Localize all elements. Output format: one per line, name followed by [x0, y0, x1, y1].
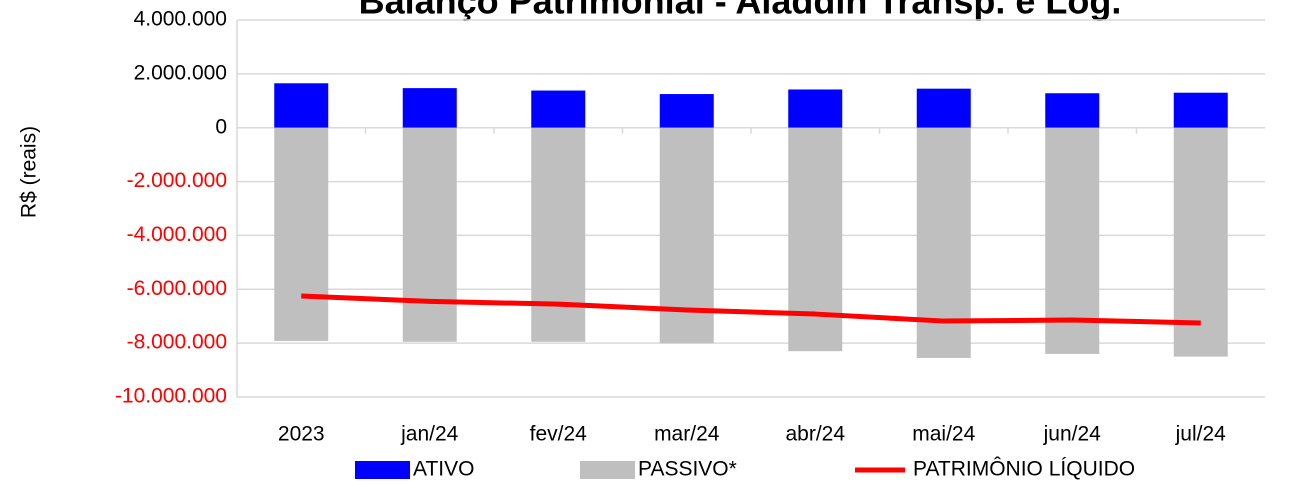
bar — [1045, 127, 1100, 354]
x-tick-label: jul/24 — [1175, 423, 1227, 446]
y-tick-label: -2.000.000 — [127, 169, 227, 192]
bar — [402, 127, 457, 342]
bar — [1173, 127, 1228, 357]
y-tick-label: -8.000.000 — [127, 331, 227, 354]
y-tick-label: -10.000.000 — [115, 385, 227, 408]
legend-swatch — [580, 461, 635, 479]
legend-swatch — [355, 461, 410, 479]
bar — [402, 88, 457, 128]
chart-title: Balanço Patrimonial - Aladdin Transp. e … — [359, 0, 1122, 22]
bar — [916, 88, 971, 128]
line — [301, 293, 1201, 326]
y-tick-label: 2.000.000 — [134, 61, 227, 84]
bar — [788, 89, 843, 128]
x-tick-label: abr/24 — [785, 423, 845, 446]
x-tick-label: mai/24 — [912, 423, 975, 446]
y-tick-label: 0 — [215, 115, 227, 138]
y-tick-label: -4.000.000 — [127, 223, 227, 246]
y-tick-label: 4.000.000 — [134, 8, 227, 31]
y-axis-label: R$ (reais) — [18, 126, 41, 218]
bar — [531, 127, 586, 342]
bar — [274, 83, 329, 128]
bar — [659, 94, 714, 128]
legend-label: ATIVO — [413, 458, 474, 481]
bar — [788, 127, 843, 352]
bar — [1173, 92, 1228, 128]
y-tick-label: -6.000.000 — [127, 277, 227, 300]
legend-label: PASSIVO* — [638, 458, 737, 481]
x-tick-label: mar/24 — [654, 423, 720, 446]
x-tick-label: jun/24 — [1043, 423, 1102, 446]
legend-label: PATRIMÔNIO LÍQUIDO — [913, 458, 1135, 481]
bar — [1045, 93, 1100, 128]
bar — [274, 127, 329, 341]
x-tick-label: jan/24 — [400, 423, 459, 446]
x-tick-label: fev/24 — [530, 423, 588, 446]
x-tick-label: 2023 — [278, 423, 325, 446]
bar — [531, 90, 586, 128]
